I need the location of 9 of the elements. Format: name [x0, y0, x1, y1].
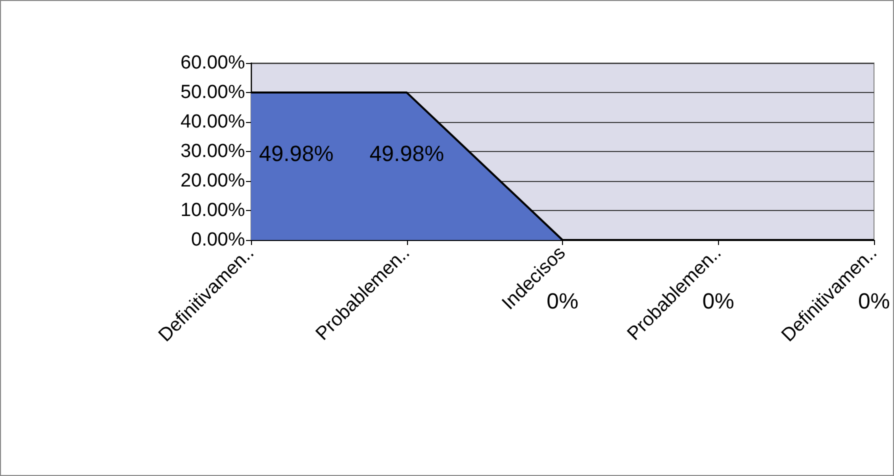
y-tick-label: 30.00%	[180, 141, 246, 162]
y-tick-label: 40.00%	[180, 112, 246, 132]
data-label: 49.98%	[259, 141, 334, 166]
y-tick-label: 60.00%	[180, 52, 246, 74]
y-tick-label: 20.00%	[180, 170, 246, 192]
y-tick-label: 50.00%	[180, 82, 246, 103]
y-tick-label: 10.00%	[180, 200, 246, 221]
data-label: 49.98%	[369, 141, 444, 166]
y-tick-label: 0.00%	[191, 230, 246, 250]
